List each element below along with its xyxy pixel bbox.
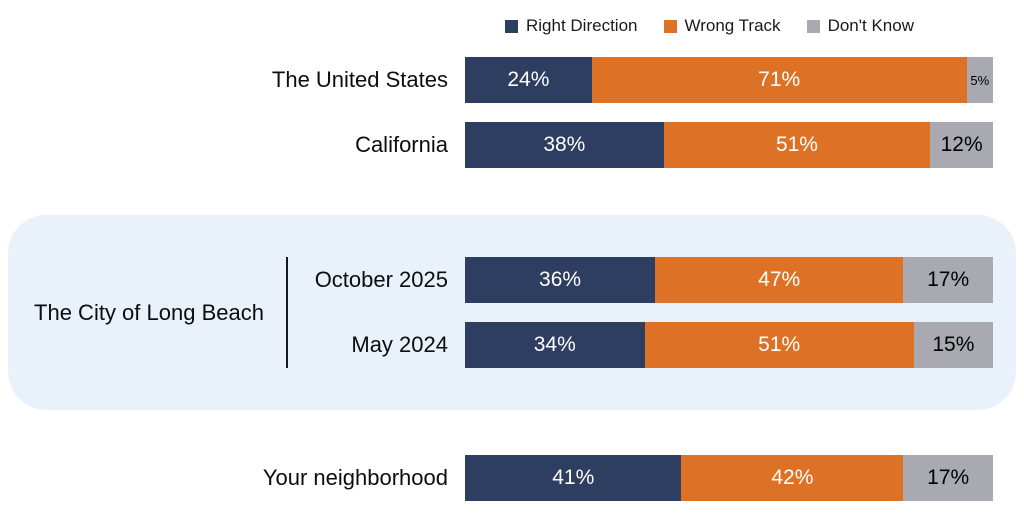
bar-segment-don-t-know: 12% [930,122,993,168]
group-bracket-line [286,257,288,368]
row-label-your-neighborhood: Your neighborhood [262,465,448,490]
legend-item-wrong-track: Wrong Track [663,16,781,36]
chart-legend: Right Direction Wrong Track Don't Know [505,16,914,36]
group-label-city-of-long-beach: The City of Long Beach [34,299,264,325]
legend-item-dont-know: Don't Know [806,16,914,36]
row-label-may-2024: May 2024 [351,332,448,357]
chart-row-california: California 38% 51% 12% [0,122,1024,168]
legend-swatch-wrong-track-icon [663,19,677,33]
chart-row-your-neighborhood: Your neighborhood 41% 42% 17% [0,455,1024,501]
bar-segment-don-t-know: 15% [913,322,993,368]
legend-label-right-direction: Right Direction [526,16,638,35]
row-label-united-states: The United States [271,67,448,92]
bar-your-neighborhood: 41% 42% 17% [465,455,994,501]
bar-segment-wrong-track: 51% [644,322,914,368]
bar-united-states: 24% 71% 5% [465,57,993,103]
bar-segment-right-direction: 24% [465,57,592,103]
bar-segment-right-direction: 36% [465,257,656,303]
legend-item-right-direction: Right Direction [505,16,638,36]
bar-may-2024: 34% 51% 15% [465,322,993,368]
bar-segment-right-direction: 41% [465,455,682,501]
bar-segment-wrong-track: 42% [681,455,904,501]
bar-segment-wrong-track: 71% [591,57,967,103]
bar-segment-wrong-track: 51% [663,122,931,168]
highlight-box-long-beach [8,215,1016,410]
legend-swatch-dont-know-icon [806,19,820,33]
bar-segment-wrong-track: 47% [655,257,904,303]
chart-row-united-states: The United States 24% 71% 5% [0,57,1024,103]
bar-segment-don-t-know: 5% [966,57,993,103]
chart-row-may-2024: May 2024 34% 51% 15% [0,322,1024,368]
bar-october-2025: 36% 47% 17% [465,257,993,303]
bar-segment-don-t-know: 17% [903,257,993,303]
legend-label-dont-know: Don't Know [827,16,914,35]
bar-california: 38% 51% 12% [465,122,993,168]
chart-row-october-2025: October 2025 36% 47% 17% [0,257,1024,303]
row-label-california: California [355,132,448,157]
bar-segment-right-direction: 34% [465,322,645,368]
bar-segment-don-t-know: 17% [903,455,994,501]
bar-segment-right-direction: 38% [465,122,664,168]
legend-swatch-right-direction-icon [505,19,518,33]
row-label-october-2025: October 2025 [314,267,448,292]
legend-label-wrong-track: Wrong Track [684,16,781,35]
